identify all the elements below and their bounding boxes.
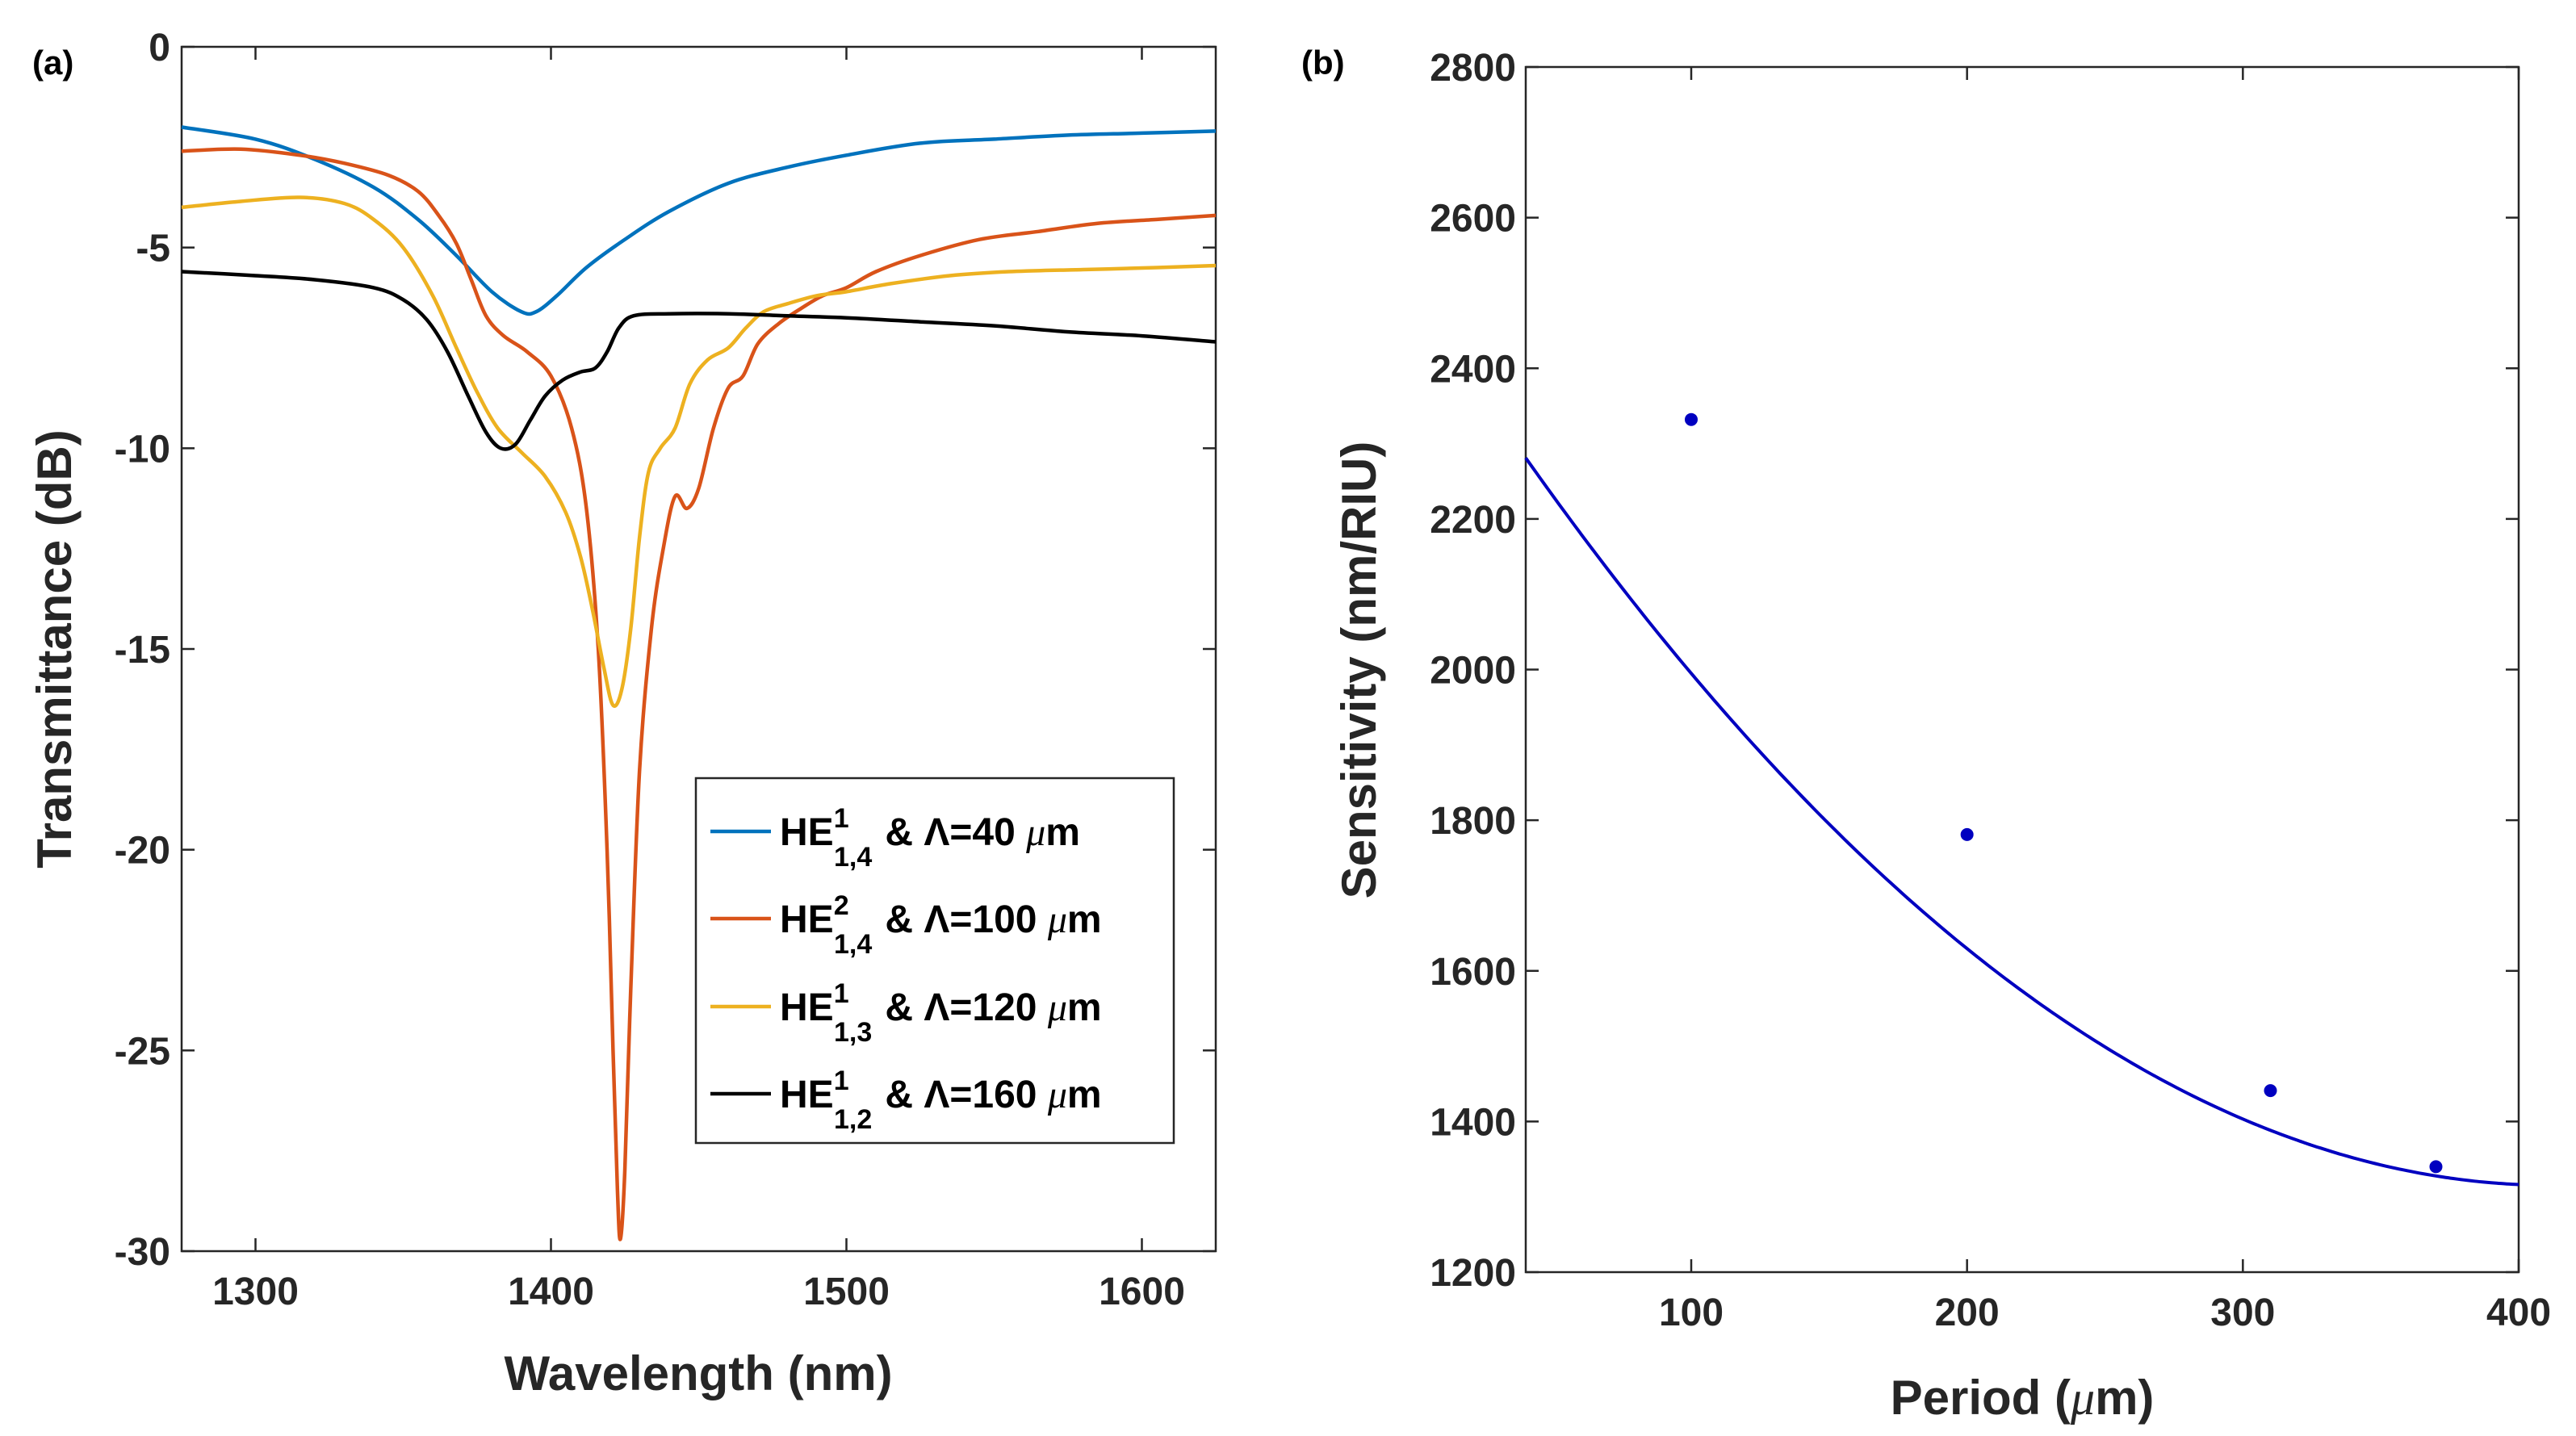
x-tick-label-a: 1500 <box>803 1271 890 1313</box>
panel-a: (a) 1300 1400 1500 1600 0 -5 -10 -15 -20 -25 -30 W… <box>27 27 1217 1400</box>
y-tick-label-a: -5 <box>136 228 170 270</box>
y-tick-label-b: 1400 <box>1430 1101 1516 1144</box>
legend-entry: HE1 1,2 & Λ=160 μm <box>780 1065 1102 1135</box>
y-tick-label-b: 1200 <box>1430 1252 1516 1295</box>
data-point <box>1685 412 1698 426</box>
y-tick-label-a: -20 <box>115 830 170 873</box>
x-tick-label-b: 300 <box>2210 1292 2275 1334</box>
y-tick-label-b: 2000 <box>1430 650 1516 693</box>
x-axis-label-a: Wavelength (nm) <box>504 1346 892 1400</box>
y-tick-label-a: -25 <box>115 1030 170 1073</box>
panel-a-label: (a) <box>32 44 73 82</box>
x-tick-label-b: 400 <box>2486 1292 2551 1334</box>
axis-ticks-a: 1300 1400 1500 1600 0 -5 -10 -15 -20 -25 -30 <box>115 27 1216 1313</box>
series-line-1-2-1 <box>181 270 1217 451</box>
series-lines-a <box>181 125 1217 1241</box>
y-tick-label-a: 0 <box>149 27 170 69</box>
panel-b: (b) 100 200 300 400 1200 1400 1600 1800 2000 2200… <box>1301 44 2551 1425</box>
y-tick-label-b: 1600 <box>1430 951 1516 994</box>
data-point <box>2429 1160 2443 1174</box>
y-axis-label-a: Transmittance (dB) <box>27 429 82 868</box>
y-tick-label-a: -30 <box>115 1231 170 1274</box>
plot-area-b <box>1524 65 2520 1274</box>
x-tick-label-a: 1300 <box>212 1271 299 1313</box>
y-tick-label-b: 2600 <box>1430 198 1516 241</box>
y-tick-label-a: -15 <box>115 629 170 672</box>
x-axis-label-b: Period (μm) <box>1891 1371 2155 1425</box>
x-tick-label-b: 100 <box>1659 1292 1724 1334</box>
series-line-1-3-1 <box>181 195 1217 708</box>
y-tick-label-b: 2400 <box>1430 348 1516 391</box>
data-point <box>2264 1084 2277 1098</box>
y-axis-label-b: Sensitivity (nm/RIU) <box>1332 442 1386 899</box>
legend-entry: HE2 1,4 & Λ=100 μm <box>780 890 1102 960</box>
x-tick-label-a: 1600 <box>1099 1271 1185 1313</box>
legend-entry: HE1 1,3 & Λ=120 μm <box>780 978 1102 1048</box>
axis-ticks-b: 100 200 300 400 1200 1400 1600 1800 2000 2200 2400… <box>1430 47 2551 1334</box>
fit-curve <box>1524 457 2519 1187</box>
legend-box <box>694 777 1175 1145</box>
data-point <box>1960 827 1974 841</box>
series-line-1-4-1 <box>181 125 1217 316</box>
y-tick-label-b: 2800 <box>1430 47 1516 90</box>
x-tick-label-a: 1400 <box>508 1271 594 1313</box>
y-tick-label-b: 1800 <box>1430 800 1516 843</box>
y-tick-label-a: -10 <box>115 428 170 471</box>
x-tick-label-b: 200 <box>1935 1292 2000 1334</box>
legend: HE1 1,4 & Λ=40 μm HE2 1,4 & Λ=100 μm HE1 1,3 … <box>694 777 1175 1145</box>
panel-b-label: (b) <box>1301 44 1345 82</box>
y-tick-label-b: 2200 <box>1430 499 1516 542</box>
legend-entry: HE1 1,4 & Λ=40 μm <box>780 803 1080 873</box>
series-lines-b <box>1524 412 2519 1187</box>
